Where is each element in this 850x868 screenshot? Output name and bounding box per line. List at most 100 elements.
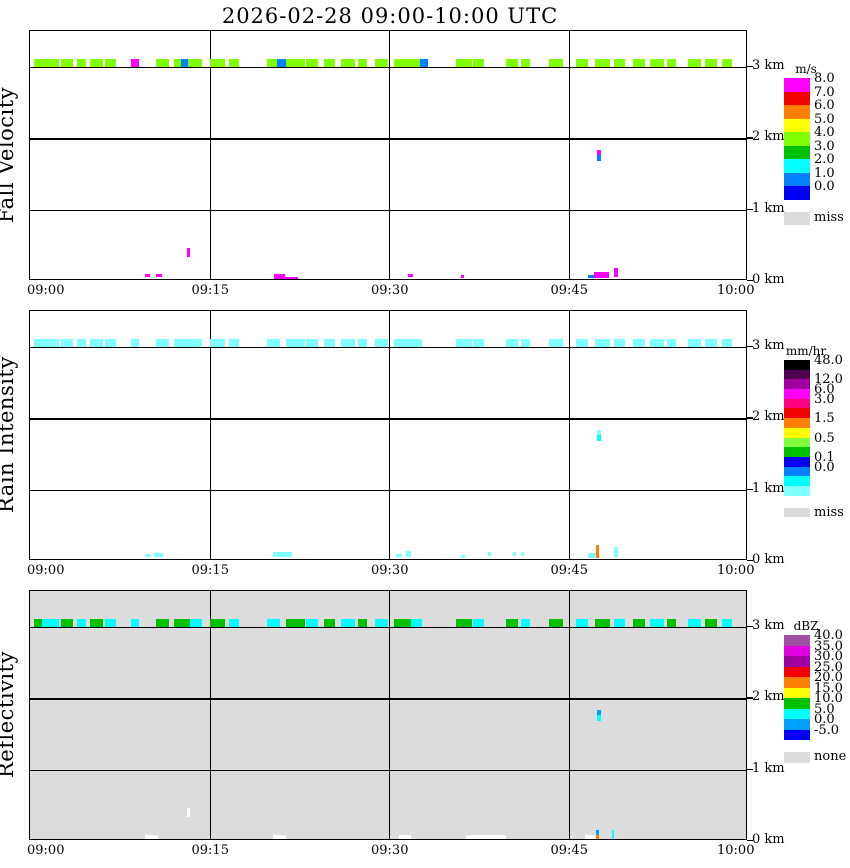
data-cell [611, 830, 615, 839]
data-cell [274, 276, 299, 279]
colorbar-swatch [784, 687, 810, 698]
data-cell [597, 149, 601, 156]
colorbar-swatch [784, 427, 810, 438]
y-tick-label: 1 km [752, 480, 785, 496]
colorbar-swatches [784, 360, 810, 496]
x-tick-label: 09:00 [27, 283, 65, 298]
colorbar-tick-label: 0.5 [814, 430, 835, 446]
x-tick-label: 09:30 [371, 843, 409, 858]
data-cell [89, 58, 103, 67]
colorbar-tick-label: 0.0 [814, 179, 835, 194]
data-cell [597, 429, 601, 436]
data-cell [594, 618, 611, 627]
colorbar-swatches [784, 78, 810, 200]
colorbar-swatch [784, 186, 810, 200]
data-cell [130, 58, 139, 67]
data-cell [666, 58, 677, 67]
x-tick-label: 09:15 [191, 843, 229, 858]
gridline-horizontal [30, 209, 746, 211]
data-cell [549, 338, 563, 347]
gridline-horizontal [30, 626, 746, 629]
colorbar-swatch [784, 677, 810, 688]
data-cell [575, 58, 588, 67]
data-cell [506, 338, 519, 347]
y-tick-label: 1 km [752, 760, 785, 776]
data-cell [324, 58, 336, 67]
data-cell [173, 618, 192, 627]
data-cell [61, 618, 74, 627]
colorbar-tick-label: 1.5 [814, 411, 835, 427]
data-cell [410, 618, 423, 627]
data-cell [33, 58, 48, 67]
data-cell [272, 552, 293, 558]
colorbar-missing-label: none [814, 749, 847, 765]
data-cell [341, 618, 356, 627]
colorbar-swatches [784, 635, 810, 740]
colorbar-unit-label: dBZ [793, 619, 819, 633]
data-cell [594, 58, 611, 67]
data-cell [688, 338, 702, 347]
data-cell [465, 835, 507, 839]
panel-label-2: Rain Intensity [0, 356, 18, 514]
data-cell [306, 338, 319, 347]
data-cell [306, 58, 319, 67]
y-tick-mark [747, 768, 753, 770]
colorbar-tick-label: 35.0 [814, 638, 843, 654]
colorbar-swatch [784, 78, 810, 92]
data-cell [456, 338, 472, 347]
data-cell [33, 338, 48, 347]
data-cell [472, 338, 484, 347]
y-tick-label: 3 km [752, 57, 785, 73]
data-cell [341, 58, 356, 67]
colorbar-tick-label: 40.0 [814, 628, 843, 643]
data-cell [613, 58, 625, 67]
data-cell [420, 58, 429, 67]
data-cell [633, 338, 646, 347]
data-cell [61, 338, 74, 347]
data-cell [155, 618, 169, 627]
y-tick-label: 0 km [752, 552, 785, 567]
colorbar-tick-label: 5.0 [814, 111, 835, 127]
data-cell [266, 618, 281, 627]
colorbar-swatch [784, 729, 810, 740]
colorbar-tick-label: 3.0 [814, 391, 835, 407]
page-title: 2026-02-28 09:00-10:00 UTC [221, 4, 559, 28]
data-cell [596, 835, 599, 839]
data-cell [520, 552, 524, 556]
data-cell [456, 58, 472, 67]
y-tick-mark [747, 345, 753, 348]
data-cell [593, 272, 610, 279]
colorbar-swatch [784, 656, 810, 667]
x-tick-label: 09:30 [371, 283, 409, 298]
colorbar-tick-label: -5.0 [814, 722, 840, 738]
y-tick-mark [747, 560, 753, 562]
colorbar-unit-label: mm/hr [785, 344, 827, 358]
gridline-vertical [568, 311, 570, 559]
data-cell [613, 268, 619, 278]
y-tick-mark [747, 697, 753, 699]
data-cell [666, 618, 677, 627]
panel-label-3: Reflectivity [0, 651, 18, 779]
colorbar-swatch [784, 118, 810, 132]
colorbar-tick-label: 30.0 [814, 649, 843, 664]
data-cell [228, 58, 240, 67]
data-cell [597, 431, 601, 441]
gridline-horizontal [30, 138, 746, 140]
gridline-horizontal [30, 418, 746, 420]
data-cell [549, 618, 563, 627]
data-cell [666, 338, 677, 347]
colorbar-missing-swatch [784, 507, 810, 518]
y-tick-mark [747, 417, 753, 419]
y-tick-label: 2 km [752, 689, 785, 705]
data-cell [585, 835, 599, 839]
data-cell [506, 618, 519, 627]
y-tick-label: 2 km [752, 129, 785, 145]
data-cell [613, 338, 625, 347]
data-cell [190, 58, 203, 67]
gridline-horizontal [30, 66, 746, 69]
colorbar-swatch [784, 360, 810, 370]
gridline-horizontal [30, 346, 746, 349]
colorbar-unit-label: m/s [795, 62, 817, 76]
x-tick-label: 09:00 [27, 563, 65, 578]
data-cell [286, 58, 306, 67]
